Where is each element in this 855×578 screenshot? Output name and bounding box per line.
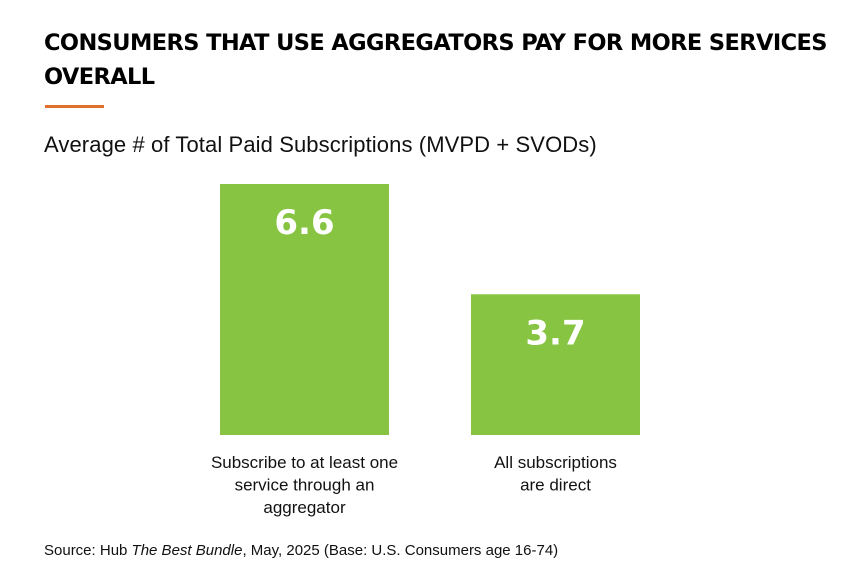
category-label-line: are direct <box>520 476 591 495</box>
source-note: Source: Hub The Best Bundle, May, 2025 (… <box>44 541 558 561</box>
category-label-2: All subscriptions are direct <box>494 453 617 495</box>
source-prefix: Source: Hub <box>44 542 132 559</box>
title-accent-rule <box>45 105 104 108</box>
bar-value-label-2: 3.7 <box>525 313 585 353</box>
source-publication: The Best Bundle <box>131 542 243 559</box>
bar-1 <box>220 184 389 435</box>
bar-2 <box>471 294 640 435</box>
chart-subtitle: Average # of Total Paid Subscriptions (M… <box>44 132 597 157</box>
source-suffix: , May, 2025 (Base: U.S. Consumers age 16… <box>242 542 559 559</box>
page-title: CONSUMERS THAT USE AGGREGATORS PAY FOR M… <box>44 30 827 90</box>
category-label-line: All subscriptions <box>494 453 617 472</box>
category-label-line: Subscribe to at least one <box>211 453 398 472</box>
category-label-line: service through an <box>235 476 375 495</box>
category-label-line: aggregator <box>263 498 346 517</box>
category-label-1: Subscribe to at least one service through… <box>211 453 398 517</box>
bar-value-label-1: 6.6 <box>274 203 334 243</box>
